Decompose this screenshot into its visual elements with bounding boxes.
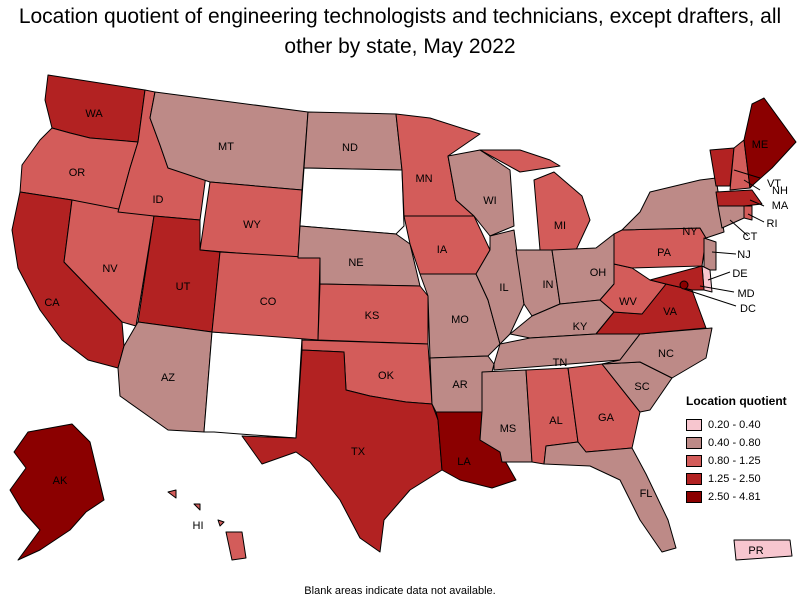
label-MD: MD [737,288,754,300]
label-DC: DC [740,303,756,315]
label-ND: ND [342,142,358,154]
label-WI: WI [483,195,496,207]
label-MN: MN [415,173,432,185]
legend-item: 2.50 - 4.81 [686,488,798,506]
label-AZ: AZ [161,372,175,384]
state-PR [733,539,793,561]
label-AR: AR [452,379,467,391]
label-FL: FL [640,488,653,500]
legend-label: 0.80 - 1.25 [708,455,761,467]
state-MD [649,265,705,291]
state-TX [241,349,443,553]
label-TN: TN [553,357,568,369]
state-SD [299,167,405,235]
label-CT: CT [743,231,758,243]
label-IN: IN [543,279,554,291]
state-CT [717,205,745,229]
label-WV: WV [619,296,637,308]
state-MA [715,189,763,207]
label-OH: OH [590,267,607,279]
state-NY [621,177,725,239]
label-PR: PR [748,545,763,557]
legend-item: 1.25 - 2.50 [686,470,798,488]
label-AK: AK [53,475,68,487]
state-HI [167,489,247,561]
leader-lines [683,169,765,307]
legend: Location quotient 0.20 - 0.40 0.40 - 0.8… [686,394,798,506]
state-AK [9,423,105,561]
state-labels: WA OR CA NV ID MT WY UT AZ CO ND NE KS O… [44,108,789,557]
label-TX: TX [351,446,366,458]
label-MA: MA [772,200,789,212]
label-IL: IL [499,282,508,294]
state-ND [303,111,403,171]
label-CA: CA [44,297,60,309]
legend-item: 0.20 - 0.40 [686,416,798,434]
label-WA: WA [85,108,103,120]
legend-label: 1.25 - 2.50 [708,473,761,485]
label-MI: MI [554,220,566,232]
label-WY: WY [243,219,261,231]
footnote: Blank areas indicate data not available. [304,585,496,597]
label-IA: IA [437,244,448,256]
label-ME: ME [752,139,769,151]
legend-swatch [686,455,702,467]
label-NH: NH [772,185,788,197]
label-NV: NV [102,263,118,275]
label-NC: NC [658,348,674,360]
label-CO: CO [260,296,277,308]
legend-item: 0.80 - 1.25 [686,452,798,470]
label-MS: MS [500,423,517,435]
label-KS: KS [365,310,380,322]
label-RI: RI [767,218,778,230]
label-OR: OR [69,167,86,179]
legend-swatch [686,491,702,503]
map-title: Location quotient of engineering technol… [18,5,782,58]
label-VT: VT [767,178,781,190]
label-VA: VA [663,306,678,318]
label-LA: LA [457,456,471,468]
label-NJ: NJ [737,249,750,261]
state-NJ [703,237,717,271]
label-MO: MO [451,314,469,326]
state-WI [447,149,515,237]
label-UT: UT [176,281,191,293]
state-ME [743,97,797,189]
label-GA: GA [598,412,615,424]
legend-item: 0.40 - 0.80 [686,434,798,452]
label-NY: NY [682,226,698,238]
label-SC: SC [634,381,649,393]
state-FL [543,441,677,553]
label-HI: HI [193,520,204,532]
label-PA: PA [657,247,672,259]
label-MT: MT [218,141,234,153]
legend-swatch [686,419,702,431]
label-OK: OK [378,370,395,382]
legend-label: 0.20 - 0.40 [708,419,761,431]
legend-title: Location quotient [686,394,787,408]
state-NM [203,331,303,439]
state-KS [317,283,429,345]
state-RI [743,205,753,221]
label-AL: AL [549,415,562,427]
legend-label: 2.50 - 4.81 [708,491,761,503]
legend-swatch [686,437,702,449]
label-ID: ID [153,194,164,206]
legend-swatch [686,473,702,485]
state-DC [679,280,689,290]
legend-label: 0.40 - 0.80 [708,437,761,449]
label-KY: KY [573,321,588,333]
label-NE: NE [348,257,363,269]
label-DE: DE [732,268,747,280]
